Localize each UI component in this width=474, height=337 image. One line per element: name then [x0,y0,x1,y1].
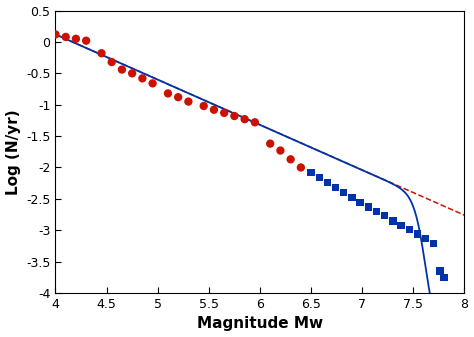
Point [348,195,356,200]
Point [277,148,284,153]
Point [373,209,380,214]
Point [430,241,438,246]
Point [422,236,429,241]
Point [164,91,172,96]
Point [149,81,156,86]
Point [72,36,80,41]
Point [98,51,105,56]
Point [440,275,448,280]
Point [200,103,208,109]
Point [389,218,397,223]
Point [316,175,323,180]
Point [266,141,274,146]
X-axis label: Magnitude Mw: Magnitude Mw [197,316,323,332]
Point [307,170,315,175]
Point [436,268,444,274]
Point [397,222,405,228]
Point [340,190,347,195]
Point [210,107,218,113]
Point [128,71,136,76]
Point [82,38,90,43]
Point [405,227,413,232]
Point [297,165,305,170]
Point [231,113,238,119]
Point [287,157,294,162]
Point [365,204,372,210]
Point [251,120,259,125]
Point [332,185,339,190]
Y-axis label: Log (N/yr): Log (N/yr) [6,109,20,194]
Point [414,231,421,237]
Point [62,34,70,40]
Point [138,75,146,81]
Point [381,213,389,218]
Point [241,117,248,122]
Point [52,32,59,37]
Point [324,180,331,185]
Point [118,67,126,72]
Point [174,94,182,100]
Point [184,99,192,104]
Point [220,110,228,116]
Point [356,200,364,205]
Point [108,59,116,65]
